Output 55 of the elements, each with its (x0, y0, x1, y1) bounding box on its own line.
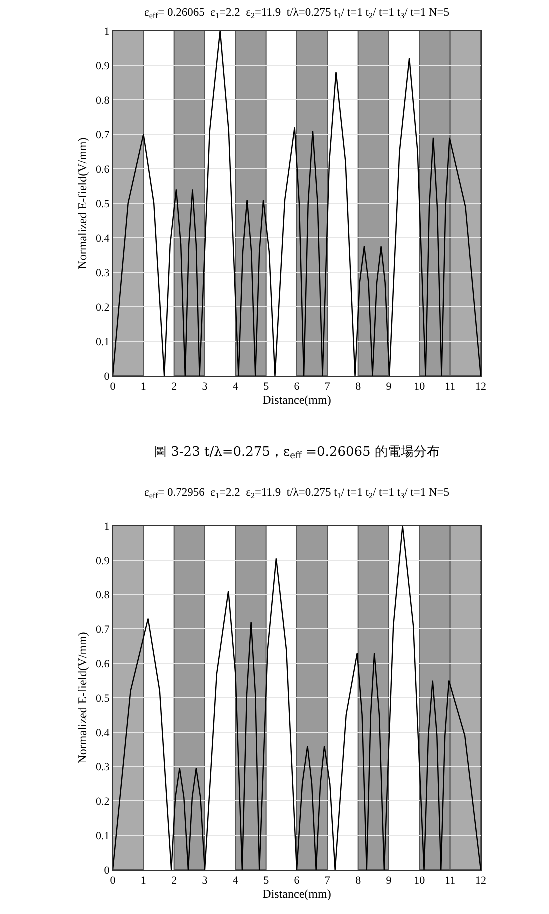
x-axis-title: Distance(mm) (262, 887, 332, 902)
y-tick-label: 0.4 (96, 232, 110, 245)
x-tick-label: 4 (232, 875, 239, 888)
y-tick-label: 0.8 (96, 94, 110, 107)
chart-title: ε$_{eff}$= 0.26065 ε$_{1}$=2.2 ε$_{2}$=11.9 t/λ=0.275 t$_{1}$/ t=1 t$_{2}$/ t=1 t$_{3}$/ t=1 N=5 (144, 7, 450, 20)
x-tick-label: 3 (202, 381, 208, 394)
line-series (113, 31, 481, 376)
y-tick-label: 0.5 (96, 692, 110, 705)
chart-title: ε$_{eff}$= 0.72956 ε$_{1}$=2.2 ε$_{2}$=11.9 t/λ=0.275 t$_{1}$/ t=1 t$_{2}$/ t=1 t$_{3}$/ t=1 N=5 (144, 487, 450, 500)
x-tick-label: 7 (324, 381, 331, 394)
x-tick-label: 8 (356, 381, 362, 394)
x-tick-label: 3 (202, 875, 208, 888)
y-tick-label: 0.2 (96, 302, 110, 314)
y-tick-label: 1 (104, 520, 110, 533)
x-tick-label: 12 (476, 381, 486, 394)
y-tick-label: 0.2 (96, 796, 110, 808)
x-tick-label: 6 (294, 381, 300, 394)
x-tick-label: 2 (172, 875, 178, 888)
x-tick-label: 6 (294, 875, 300, 888)
y-tick-label: 0.9 (96, 555, 110, 568)
caption: 圖 3-23 t/λ=0.275，ε$_{eff}$ =0.26065 的電場分布 (154, 445, 440, 462)
y-tick-label: 0.1 (96, 336, 110, 348)
x-tick-label: 11 (445, 875, 456, 888)
y-tick-label: 0.7 (96, 624, 110, 636)
y-tick-label: 0.6 (96, 658, 110, 670)
y-tick-label: 0.1 (96, 830, 110, 842)
x-tick-label: 12 (476, 875, 486, 888)
x-tick-label: 5 (264, 875, 270, 888)
line-series (113, 526, 481, 870)
x-axis-title: Distance(mm) (262, 393, 332, 408)
y-tick-label: 1 (104, 26, 110, 38)
x-tick-label: 1 (140, 875, 146, 888)
y-tick-label: 0 (104, 370, 110, 383)
x-tick-label: 9 (386, 875, 392, 888)
x-tick-label: 2 (172, 381, 178, 394)
y-tick-label: 0.3 (96, 762, 110, 774)
x-tick-label: 10 (414, 875, 426, 888)
x-tick-label: 7 (324, 875, 331, 888)
y-tick-label: 0.3 (96, 267, 110, 280)
y-axis-title: Normalized E-field(V/mm) (75, 138, 90, 270)
x-tick-label: 8 (356, 875, 362, 888)
x-tick-label: 11 (445, 381, 456, 394)
y-tick-label: 0.5 (96, 198, 110, 210)
x-tick-label: 4 (232, 381, 239, 394)
y-tick-label: 0.6 (96, 164, 110, 176)
x-tick-label: 10 (414, 381, 426, 394)
y-tick-label: 0.8 (96, 590, 110, 602)
x-tick-label: 5 (264, 381, 270, 394)
x-tick-label: 1 (140, 381, 146, 394)
y-tick-label: 0.9 (96, 60, 110, 72)
y-tick-label: 0 (104, 864, 110, 877)
y-tick-label: 0.4 (96, 727, 110, 740)
y-axis-title: Normalized E-field(V/mm) (75, 632, 90, 764)
y-tick-label: 0.7 (96, 129, 110, 142)
x-tick-label: 9 (386, 381, 392, 394)
